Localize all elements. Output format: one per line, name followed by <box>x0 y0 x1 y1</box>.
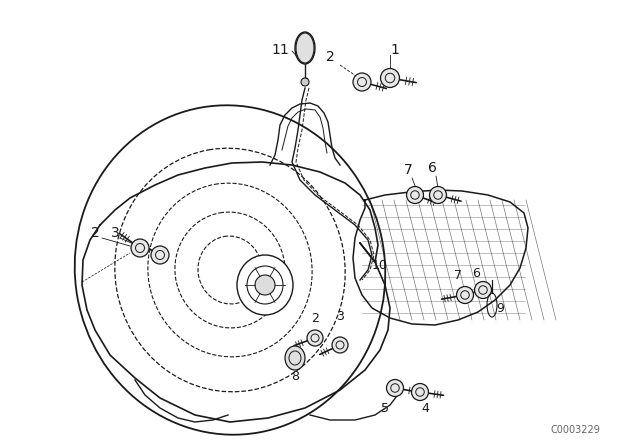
Text: 6: 6 <box>472 267 480 280</box>
Ellipse shape <box>295 32 315 64</box>
Ellipse shape <box>332 337 348 353</box>
Text: 3: 3 <box>336 310 344 323</box>
Ellipse shape <box>255 275 275 295</box>
Ellipse shape <box>387 379 403 396</box>
Text: 2: 2 <box>311 311 319 324</box>
Ellipse shape <box>285 346 305 370</box>
Text: 7: 7 <box>404 163 412 177</box>
Ellipse shape <box>406 186 424 203</box>
Ellipse shape <box>474 281 492 298</box>
Text: 7: 7 <box>454 268 462 281</box>
Text: 9: 9 <box>496 302 504 314</box>
Text: C0003229: C0003229 <box>550 425 600 435</box>
Ellipse shape <box>301 78 309 86</box>
Text: 6: 6 <box>428 161 436 175</box>
Text: 2: 2 <box>326 50 334 64</box>
Ellipse shape <box>353 73 371 91</box>
Text: 2: 2 <box>91 226 99 240</box>
Text: 10: 10 <box>372 258 388 271</box>
Text: 1: 1 <box>390 43 399 57</box>
Ellipse shape <box>412 383 429 401</box>
Ellipse shape <box>237 255 293 315</box>
Ellipse shape <box>456 287 474 303</box>
Text: 5: 5 <box>381 401 389 414</box>
Ellipse shape <box>131 239 149 257</box>
Text: 4: 4 <box>421 401 429 414</box>
Text: 3: 3 <box>111 226 120 240</box>
Ellipse shape <box>429 186 447 203</box>
Ellipse shape <box>151 246 169 264</box>
Ellipse shape <box>307 330 323 346</box>
Text: 8: 8 <box>291 370 299 383</box>
Ellipse shape <box>381 69 399 87</box>
Text: 11: 11 <box>271 43 289 57</box>
